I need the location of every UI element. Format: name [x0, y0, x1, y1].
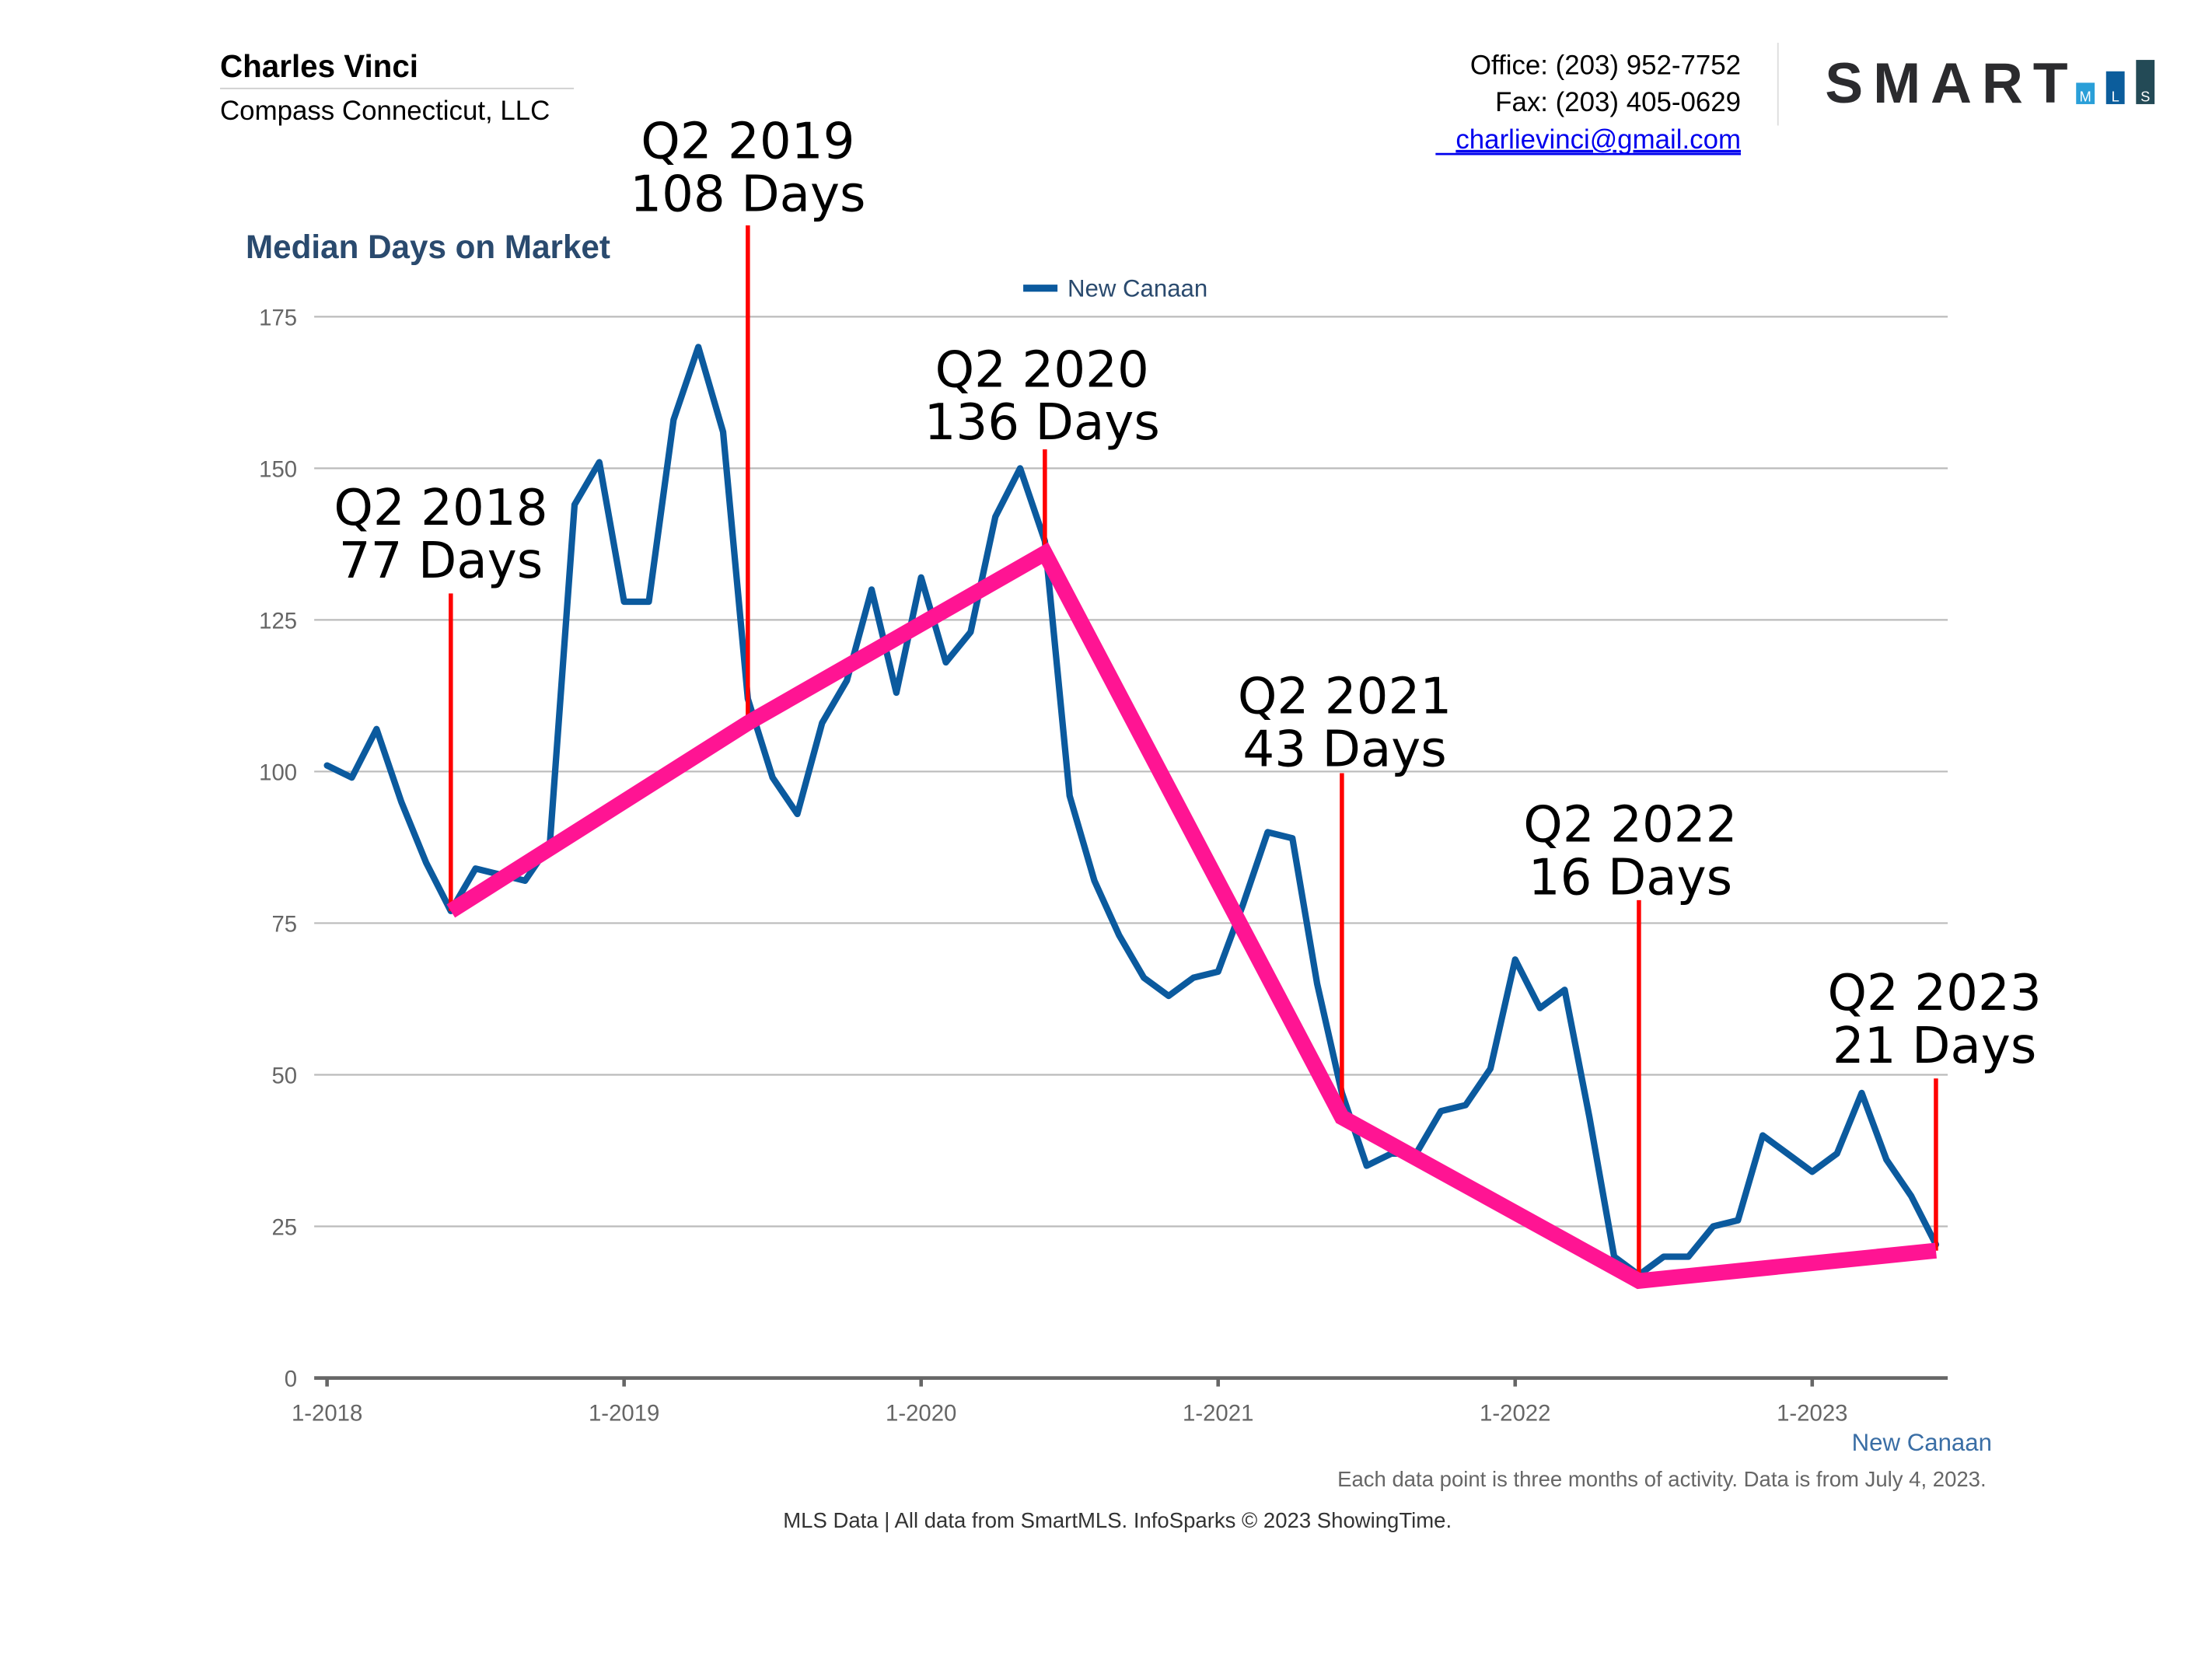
annotation-days: 43 Days — [1242, 720, 1446, 778]
logo-bar-s — [2136, 60, 2155, 104]
annotation-quarter: Q2 2022 — [1523, 796, 1737, 854]
annotation-quarter: Q2 2018 — [334, 479, 547, 537]
series-line — [323, 344, 1940, 1279]
fax-number: Fax: (203) 405-0629 — [1495, 87, 1741, 117]
x-axis: 1-2018 1-2019 1-2020 1-2021 1-2022 1-2023 — [292, 1376, 1948, 1427]
y-tick-label: 50 — [271, 1063, 297, 1088]
annotation-quarter: Q2 2020 — [935, 341, 1149, 399]
y-tick-label: 175 — [259, 305, 297, 330]
x-tick-label: 1-2023 — [1777, 1401, 1847, 1427]
annotation-days: 77 Days — [339, 532, 543, 590]
chart-note: Each data point is three months of activ… — [1337, 1467, 1987, 1491]
footer: MLS Data | All data from SmartMLS. InfoS… — [783, 1508, 1452, 1532]
annotation-days: 136 Days — [924, 393, 1160, 452]
logo-letter-m: M — [2080, 88, 2091, 104]
annotation-lines — [449, 225, 1938, 1281]
y-tick-label: 125 — [259, 608, 297, 634]
gridlines — [314, 316, 1948, 1228]
series-new-canaan — [323, 344, 1940, 1279]
y-tick-label: 75 — [271, 911, 297, 937]
x-tick-label: 1-2021 — [1183, 1401, 1253, 1427]
logo-bar-l — [2105, 71, 2125, 104]
trend-polyline — [446, 542, 1937, 1290]
office-phone: Office: (203) 952-7752 — [1470, 50, 1741, 80]
y-tick-label: 25 — [271, 1215, 297, 1241]
annotation-days: 108 Days — [630, 166, 865, 224]
logo-letter-l: L — [2112, 88, 2119, 104]
x-tick-label: 1-2022 — [1480, 1401, 1550, 1427]
annotation-quarter: Q2 2023 — [1827, 964, 2041, 1022]
annotation-days: 21 Days — [1833, 1017, 2036, 1075]
logo-text: SMART — [1825, 51, 2077, 115]
brokerage: Compass Connecticut, LLC — [220, 96, 550, 126]
legend-label: New Canaan — [1068, 275, 1207, 302]
logo-letter-s: S — [2140, 88, 2150, 104]
x-tick-label: 1-2019 — [589, 1401, 659, 1427]
y-tick-label: 0 — [285, 1367, 297, 1392]
x-tick-label: 1-2018 — [292, 1401, 362, 1427]
y-axis: 0 25 50 75 100 125 150 175 — [259, 305, 297, 1392]
series-label-bottom: New Canaan — [1852, 1429, 1992, 1456]
smartmls-logo: SMART M L S — [1825, 51, 2155, 115]
email-link[interactable]: charlievinci@gmail.com — [1455, 124, 1741, 155]
chart-title: Median Days on Market — [246, 229, 610, 265]
trend-line — [446, 542, 1937, 1290]
x-tick-label: 1-2020 — [886, 1401, 956, 1427]
agent-name: Charles Vinci — [220, 48, 418, 84]
y-tick-label: 100 — [259, 760, 297, 785]
logo-bar-m — [2076, 82, 2095, 104]
y-tick-label: 150 — [259, 456, 297, 482]
annotation-quarter: Q2 2021 — [1238, 667, 1452, 725]
annotation-days: 16 Days — [1529, 848, 1732, 906]
annotation-quarter: Q2 2019 — [641, 113, 854, 171]
legend: New Canaan — [1023, 275, 1207, 302]
